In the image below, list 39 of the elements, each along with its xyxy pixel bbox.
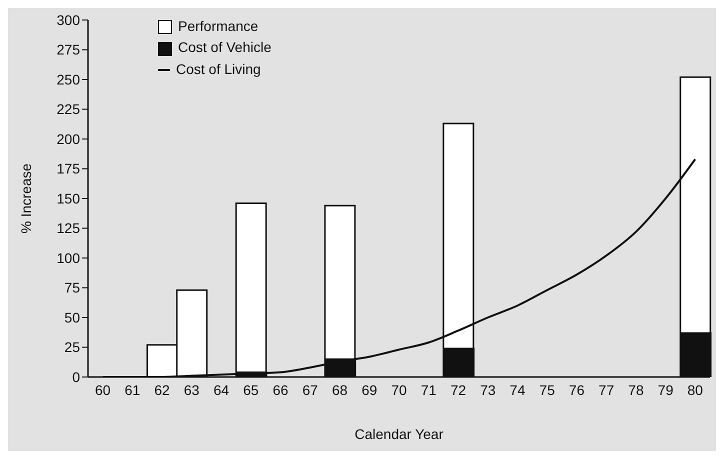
x-tick-label: 65	[243, 382, 259, 398]
x-tick-label: 73	[480, 382, 496, 398]
y-tick-label: 225	[56, 101, 80, 118]
x-tick-label: 66	[272, 382, 289, 398]
x-tick-label: 68	[332, 382, 348, 398]
x-tick-label: 77	[598, 382, 614, 398]
x-tick-label: 75	[539, 382, 556, 398]
y-tick-label: 50	[64, 309, 80, 326]
x-tick-label: 60	[95, 382, 111, 398]
x-tick-label: 61	[124, 382, 140, 398]
x-tick-label: 67	[302, 382, 318, 398]
x-tick-label: 80	[687, 382, 704, 398]
y-tick-label: 175	[56, 160, 80, 177]
x-tick-label: 70	[391, 382, 407, 398]
y-tick-label: 125	[56, 220, 80, 236]
x-tick-label: 69	[362, 382, 378, 398]
x-tick-label: 74	[510, 382, 526, 398]
y-tick-label: 75	[64, 280, 80, 296]
x-tick-label: 72	[450, 382, 466, 398]
x-tick-label: 78	[628, 382, 644, 398]
y-tick-label: 300	[56, 12, 80, 28]
x-tick-label: 79	[658, 382, 674, 398]
y-tick-label: 250	[56, 71, 80, 88]
y-axis-title: % Increase	[18, 163, 34, 234]
y-tick-label: 100	[56, 250, 80, 266]
y-tick-label: 0	[72, 368, 80, 385]
x-tick-label: 63	[184, 382, 200, 398]
x-tick-label: 76	[568, 382, 585, 398]
x-tick-label: 71	[420, 382, 437, 398]
x-tick-label: 62	[154, 382, 170, 398]
y-tick-label: 25	[64, 339, 80, 356]
legend-label: Cost of Vehicle	[178, 39, 272, 56]
x-axis-title: Calendar Year	[354, 426, 444, 442]
legend-label: Performance	[178, 18, 258, 34]
y-tick-label: 275	[56, 42, 80, 58]
legend-label: Cost of Living	[176, 60, 261, 77]
y-tick-label: 200	[56, 130, 80, 147]
x-tick-label: 64	[213, 382, 230, 398]
y-tick-label: 150	[56, 190, 80, 206]
